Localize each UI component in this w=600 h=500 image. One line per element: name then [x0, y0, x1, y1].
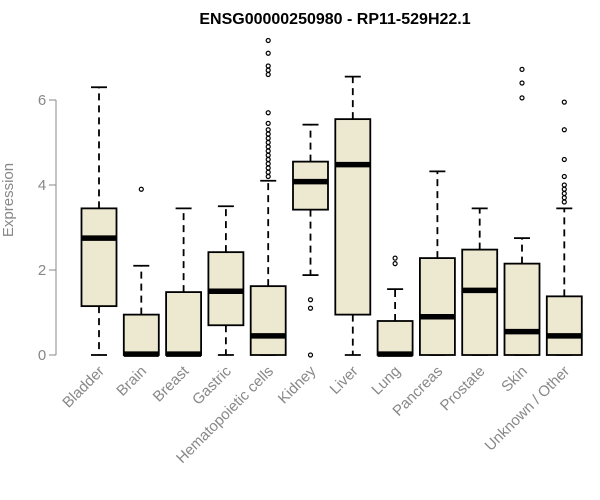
outlier-point	[265, 139, 271, 146]
x-tick-label-5: Kidney	[275, 362, 320, 407]
outlier-point	[561, 199, 567, 205]
outlier-point	[307, 305, 314, 311]
box-liver	[334, 75, 372, 356]
x-tick-label-0: Bladder	[59, 363, 108, 412]
outlier-point	[265, 37, 271, 44]
outlier-point	[265, 120, 271, 126]
outlier-point	[265, 152, 271, 158]
outlier-point	[561, 182, 567, 188]
box-body	[334, 118, 372, 316]
box-body	[165, 291, 203, 356]
outlier-point	[265, 173, 271, 180]
outlier-point	[265, 161, 271, 167]
outlier-point	[265, 131, 271, 137]
box-prostate	[461, 207, 499, 356]
outlier-point	[561, 173, 567, 180]
outlier-point	[307, 297, 314, 303]
outlier-point	[307, 352, 314, 358]
outlier-point	[561, 99, 567, 105]
outlier-point	[265, 156, 271, 163]
outlier-point	[265, 165, 271, 171]
outlier-point	[561, 127, 567, 133]
x-tick-label-1: Brain	[113, 363, 150, 400]
outlier-point	[265, 127, 271, 133]
outlier-point	[561, 186, 567, 192]
box-skin	[503, 66, 541, 356]
outlier-point	[392, 255, 398, 261]
box-body	[376, 320, 414, 356]
y-axis-label: Expression	[0, 163, 17, 237]
box-brain	[122, 186, 160, 357]
outlier-point	[519, 95, 525, 101]
outlier-point	[519, 80, 525, 86]
box-body	[545, 295, 583, 356]
chart-title: ENSG00000250980 - RP11-529H22.1	[199, 11, 470, 28]
outlier-point	[265, 50, 271, 56]
box-breast	[165, 207, 203, 357]
x-tick-label-7: Lung	[368, 363, 404, 399]
box-bladder	[80, 86, 118, 356]
box-gastric	[207, 205, 245, 356]
box-hematopoietic-cells	[249, 37, 287, 356]
outlier-point	[265, 169, 271, 175]
x-tick-label-2: Breast	[150, 362, 193, 405]
outlier-point	[265, 148, 271, 154]
y-tick-label-0: 0	[38, 347, 46, 364]
outlier-point	[265, 110, 271, 116]
box-unknown-other	[545, 99, 583, 356]
x-tick-label-10: Skin	[498, 363, 531, 396]
outlier-point	[265, 67, 271, 73]
y-tick-label-1: 2	[38, 262, 46, 279]
box-body	[418, 257, 456, 356]
box-body	[461, 248, 499, 356]
outlier-point	[561, 195, 567, 201]
box-pancreas	[418, 170, 456, 356]
x-tick-label-6: Liver	[327, 363, 362, 398]
outlier-point	[265, 63, 271, 69]
outlier-point	[265, 135, 271, 141]
box-kidney	[292, 123, 329, 358]
box-body	[503, 262, 541, 356]
outlier-point	[561, 156, 567, 163]
y-tick-label-2: 4	[38, 177, 46, 194]
box-lung	[376, 255, 414, 357]
y-tick-label-3: 6	[38, 92, 46, 109]
y-axis: 0 2 4 6	[38, 92, 57, 364]
outlier-point	[392, 261, 398, 267]
box-body	[80, 207, 118, 308]
outlier-point	[138, 186, 144, 192]
outlier-point	[561, 190, 567, 197]
outlier-point	[519, 66, 525, 73]
outlier-point	[265, 144, 271, 150]
box-body	[249, 285, 287, 356]
box-body	[122, 313, 160, 356]
box-body	[292, 160, 329, 211]
box-series	[80, 37, 583, 358]
outlier-point	[265, 71, 271, 78]
x-tick-label-9: Prostate	[437, 363, 489, 415]
